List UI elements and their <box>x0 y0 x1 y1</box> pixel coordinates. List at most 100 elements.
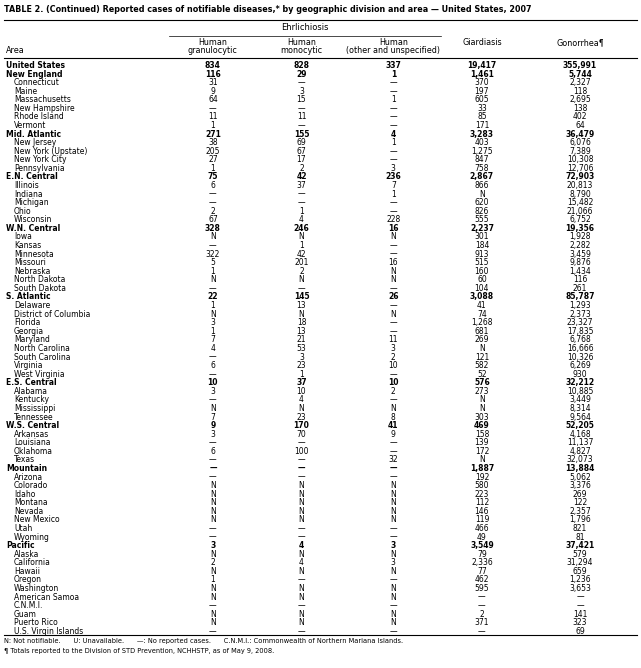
Text: 9,564: 9,564 <box>569 413 591 422</box>
Text: 9: 9 <box>210 87 215 96</box>
Text: New York City: New York City <box>14 155 67 164</box>
Text: 913: 913 <box>475 250 489 259</box>
Text: 37: 37 <box>297 181 306 190</box>
Text: 112: 112 <box>475 498 489 507</box>
Text: 9,876: 9,876 <box>569 259 591 267</box>
Text: —: — <box>297 575 305 584</box>
Text: N: N <box>390 619 396 627</box>
Text: 70: 70 <box>297 430 306 439</box>
Text: 555: 555 <box>474 215 489 224</box>
Text: New England: New England <box>6 69 63 79</box>
Text: Pacific: Pacific <box>6 541 35 550</box>
Text: Arkansas: Arkansas <box>14 430 49 439</box>
Text: N: N <box>390 498 396 507</box>
Text: 22: 22 <box>208 293 218 301</box>
Text: 758: 758 <box>475 164 489 173</box>
Text: 1: 1 <box>210 301 215 310</box>
Text: 4,827: 4,827 <box>569 447 591 456</box>
Text: 138: 138 <box>573 104 587 113</box>
Text: 116: 116 <box>573 275 587 285</box>
Text: 3,653: 3,653 <box>569 584 591 593</box>
Text: Human: Human <box>287 38 316 47</box>
Text: 23: 23 <box>297 361 306 370</box>
Text: N: N <box>390 507 396 516</box>
Text: —: — <box>297 121 305 130</box>
Text: N: N <box>210 610 216 619</box>
Text: N: N <box>210 507 216 516</box>
Text: 4: 4 <box>299 558 304 567</box>
Text: N: N <box>210 481 216 490</box>
Text: —: — <box>297 524 305 533</box>
Text: 6,752: 6,752 <box>569 215 591 224</box>
Text: 69: 69 <box>575 627 585 636</box>
Text: N: N <box>479 395 485 404</box>
Text: N: N <box>390 481 396 490</box>
Text: 301: 301 <box>475 232 489 241</box>
Text: District of Columbia: District of Columbia <box>14 310 90 319</box>
Text: 85,787: 85,787 <box>565 293 595 301</box>
Text: 64: 64 <box>575 121 585 130</box>
Text: —: — <box>478 593 486 602</box>
Text: 171: 171 <box>475 121 489 130</box>
Text: 328: 328 <box>205 224 221 233</box>
Text: 10: 10 <box>297 387 306 396</box>
Text: N: N <box>210 404 216 413</box>
Text: 170: 170 <box>294 421 310 430</box>
Text: TABLE 2. (Continued) Reported cases of notifiable diseases,* by geographic divis: TABLE 2. (Continued) Reported cases of n… <box>4 5 531 14</box>
Text: 2: 2 <box>299 267 304 276</box>
Text: 155: 155 <box>294 130 309 138</box>
Text: 828: 828 <box>294 61 310 70</box>
Text: —: — <box>209 198 217 207</box>
Text: 1: 1 <box>391 190 395 198</box>
Text: —: — <box>209 104 217 113</box>
Text: 33: 33 <box>477 104 487 113</box>
Text: N: N <box>210 275 216 285</box>
Text: N: N <box>299 619 304 627</box>
Text: 10: 10 <box>208 378 218 387</box>
Text: South Dakota: South Dakota <box>14 284 66 293</box>
Text: 1,434: 1,434 <box>569 267 591 276</box>
Text: 7: 7 <box>210 413 215 422</box>
Text: 2,695: 2,695 <box>569 96 591 104</box>
Text: granulocytic: granulocytic <box>188 46 238 55</box>
Text: 1,268: 1,268 <box>471 318 493 327</box>
Text: N: Not notifiable.      U: Unavailable.      —: No reported cases.      C.N.M.I.: N: Not notifiable. U: Unavailable. —: No… <box>4 637 403 643</box>
Text: 79: 79 <box>477 550 487 558</box>
Text: —: — <box>390 241 397 250</box>
Text: —: — <box>297 601 305 610</box>
Text: 2,237: 2,237 <box>470 224 494 233</box>
Text: 11: 11 <box>297 112 306 122</box>
Text: New Hampshire: New Hampshire <box>14 104 74 113</box>
Text: 223: 223 <box>475 490 489 499</box>
Text: Tennessee: Tennessee <box>14 413 54 422</box>
Text: —: — <box>209 284 217 293</box>
Text: N: N <box>479 404 485 413</box>
Text: Georgia: Georgia <box>14 327 44 336</box>
Text: 49: 49 <box>477 532 487 542</box>
Text: 6,076: 6,076 <box>569 138 591 147</box>
Text: N: N <box>210 516 216 524</box>
Text: 261: 261 <box>573 284 587 293</box>
Text: 64: 64 <box>208 96 218 104</box>
Text: 3: 3 <box>299 353 304 361</box>
Text: N: N <box>299 232 304 241</box>
Text: 1: 1 <box>299 241 304 250</box>
Text: —: — <box>209 353 217 361</box>
Text: 681: 681 <box>475 327 489 336</box>
Text: 8: 8 <box>391 413 395 422</box>
Text: West Virginia: West Virginia <box>14 369 65 379</box>
Text: N: N <box>390 490 396 499</box>
Text: Alaska: Alaska <box>14 550 39 558</box>
Text: 67: 67 <box>208 215 218 224</box>
Text: N: N <box>390 567 396 576</box>
Text: 3,459: 3,459 <box>569 250 591 259</box>
Text: 29: 29 <box>296 69 307 79</box>
Text: Kentucky: Kentucky <box>14 395 49 404</box>
Text: 462: 462 <box>475 575 489 584</box>
Text: —: — <box>390 369 397 379</box>
Text: N: N <box>390 275 396 285</box>
Text: Washington: Washington <box>14 584 59 593</box>
Text: —: — <box>297 627 305 636</box>
Text: 866: 866 <box>475 181 489 190</box>
Text: 13: 13 <box>297 301 306 310</box>
